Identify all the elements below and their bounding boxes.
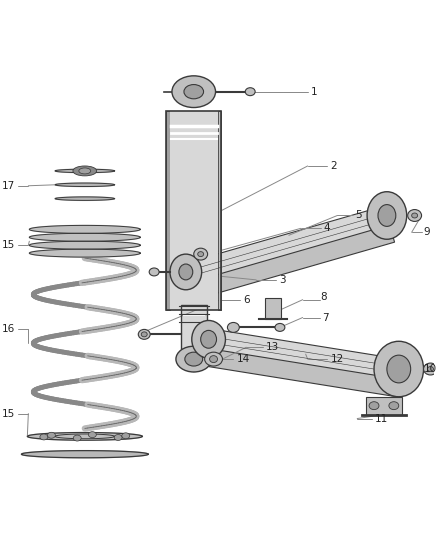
Ellipse shape: [412, 213, 417, 218]
Ellipse shape: [141, 332, 147, 337]
Text: 10: 10: [424, 364, 437, 374]
Ellipse shape: [172, 76, 215, 108]
Polygon shape: [181, 305, 207, 349]
Ellipse shape: [194, 248, 208, 260]
Text: 9: 9: [424, 228, 430, 237]
Polygon shape: [188, 206, 390, 281]
Polygon shape: [29, 233, 140, 241]
Ellipse shape: [408, 209, 421, 221]
Text: 7: 7: [322, 312, 329, 322]
Ellipse shape: [176, 346, 212, 372]
Ellipse shape: [424, 363, 438, 375]
Polygon shape: [55, 434, 114, 439]
Ellipse shape: [73, 166, 97, 176]
Text: 3: 3: [279, 275, 286, 285]
Ellipse shape: [179, 264, 193, 280]
Polygon shape: [28, 433, 142, 440]
Ellipse shape: [138, 329, 150, 340]
Ellipse shape: [201, 330, 216, 348]
Ellipse shape: [227, 322, 239, 333]
Ellipse shape: [378, 205, 396, 227]
Text: 8: 8: [321, 292, 327, 302]
Ellipse shape: [367, 192, 407, 239]
Ellipse shape: [205, 352, 223, 366]
Text: 15: 15: [2, 240, 15, 250]
Ellipse shape: [40, 434, 48, 440]
Text: 12: 12: [330, 354, 344, 364]
Text: 6: 6: [243, 295, 250, 305]
Ellipse shape: [192, 320, 226, 358]
Ellipse shape: [114, 434, 122, 440]
Text: 17: 17: [2, 181, 15, 191]
Polygon shape: [170, 111, 218, 310]
Text: 5: 5: [355, 211, 362, 221]
Polygon shape: [29, 241, 140, 249]
Polygon shape: [55, 197, 114, 200]
Ellipse shape: [387, 355, 411, 383]
Ellipse shape: [427, 367, 434, 372]
Ellipse shape: [122, 433, 130, 439]
Text: 13: 13: [266, 342, 279, 352]
Ellipse shape: [149, 268, 159, 276]
Ellipse shape: [374, 341, 424, 397]
Polygon shape: [166, 111, 170, 310]
Polygon shape: [212, 329, 400, 379]
Ellipse shape: [185, 352, 203, 366]
Ellipse shape: [275, 324, 285, 332]
Ellipse shape: [369, 402, 379, 410]
Text: 1: 1: [311, 87, 317, 96]
Polygon shape: [218, 111, 222, 310]
Text: 15: 15: [2, 409, 15, 418]
Ellipse shape: [198, 252, 204, 256]
Ellipse shape: [210, 356, 218, 362]
Polygon shape: [55, 169, 114, 173]
Polygon shape: [29, 225, 140, 233]
Polygon shape: [29, 249, 140, 257]
Text: 11: 11: [375, 414, 388, 424]
Ellipse shape: [73, 435, 81, 441]
Ellipse shape: [47, 432, 55, 438]
Text: 2: 2: [330, 161, 337, 171]
Polygon shape: [21, 450, 148, 458]
Ellipse shape: [389, 402, 399, 410]
Ellipse shape: [88, 432, 96, 438]
Text: 14: 14: [237, 354, 250, 364]
Text: 4: 4: [324, 223, 330, 233]
Ellipse shape: [245, 88, 255, 95]
Polygon shape: [366, 397, 402, 415]
Polygon shape: [55, 183, 114, 187]
Ellipse shape: [184, 85, 204, 99]
Polygon shape: [209, 347, 398, 397]
Text: 16: 16: [2, 325, 15, 334]
Polygon shape: [265, 298, 281, 319]
Ellipse shape: [79, 168, 91, 174]
Ellipse shape: [170, 254, 201, 290]
Polygon shape: [193, 223, 395, 298]
